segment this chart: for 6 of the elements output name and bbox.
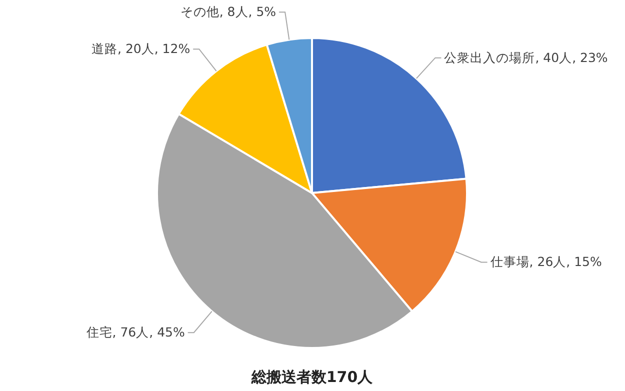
slice-label: 仕事場, 26人, 15%: [489, 254, 602, 270]
slice-label: 住宅, 76人, 45%: [85, 324, 185, 340]
slice-label: 公衆出入の場所, 40人, 23%: [444, 50, 608, 65]
text: 総搬送者数170人: [250, 368, 374, 386]
slice-label: その他, 8人, 5%: [180, 4, 276, 20]
slice-label: 道路, 20人, 12%: [92, 41, 190, 56]
